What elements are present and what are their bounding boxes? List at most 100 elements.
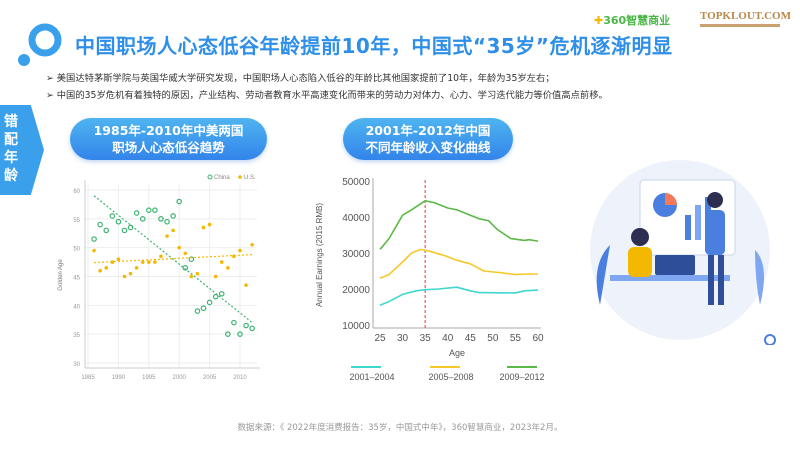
us-point: [171, 228, 175, 233]
page-title: 中国职场人心态低谷年龄提前10年，中国式“35岁”危机逐渐明显: [75, 34, 673, 58]
legend-label: U.S.: [244, 175, 256, 181]
china-point: [237, 331, 243, 337]
x-tick-label: 1990: [112, 375, 126, 381]
china-point: [133, 210, 140, 216]
us-point: [244, 283, 248, 287]
us-point: [92, 248, 96, 253]
us-point: [238, 248, 242, 253]
y-tick-label: 30000: [342, 249, 370, 260]
y-tick-label: 10000: [342, 321, 370, 332]
us-point: [195, 271, 200, 276]
office-illustration: [590, 160, 776, 345]
us-point: [110, 260, 115, 264]
y-tick-label: 40000: [342, 213, 370, 224]
y-tick-label: 50: [73, 247, 80, 253]
china-point: [127, 224, 134, 231]
us-point: [219, 260, 224, 264]
logo-topklout: TOPKLOUT.COM: [700, 10, 791, 22]
x-tick-label: 30: [397, 333, 409, 344]
x-tick-label: 40: [442, 333, 454, 344]
china-point: [158, 216, 164, 222]
china-point: [200, 305, 207, 312]
y-tick-label: 20000: [342, 285, 370, 296]
us-point: [122, 274, 127, 279]
us-point: [207, 222, 212, 227]
china-point: [194, 308, 201, 314]
us-point: [153, 260, 157, 264]
series-line-2005-2008: [379, 248, 539, 279]
chart1-title-pill: 1985年-2010年中美两国 职场人心态低谷趋势: [70, 118, 267, 160]
x-tick-label: 50: [487, 333, 499, 344]
china-point: [182, 265, 189, 271]
y-axis-label: Golden Age: [58, 259, 64, 291]
china-point: [231, 319, 237, 326]
series-line-2001-2004: [379, 286, 539, 306]
us-point: [226, 266, 230, 270]
x-tick-label: 1995: [142, 375, 156, 381]
us-point: [98, 268, 102, 273]
us-point: [140, 260, 145, 264]
x-tick-label: 25: [374, 333, 386, 344]
china-point: [249, 325, 255, 332]
logo-topklout-bar: [700, 24, 780, 27]
china-point: [103, 227, 110, 234]
us-point: [116, 257, 121, 262]
trendline-china: [93, 195, 253, 324]
us-point: [177, 245, 181, 250]
china-point: [97, 221, 103, 228]
us-point: [147, 260, 151, 264]
chart2-title-pill: 2001年-2012年中国 不同年龄收入变化曲线: [343, 118, 513, 160]
legend-marker-us: [238, 175, 242, 179]
china-point: [121, 227, 128, 234]
bullet-1: ➢ 美国达特茅斯学院与英国华威大学研究发现，中国职场人心态陷入低谷的年龄比其他国…: [46, 73, 555, 84]
x-tick-label: 55: [510, 333, 522, 344]
x-axis-label: Age: [449, 348, 465, 358]
legend-label: 2001–2004: [349, 372, 394, 382]
china-point: [206, 299, 213, 306]
china-point: [212, 293, 219, 300]
y-axis-label: Annual Earnings (2015 RMB): [315, 203, 324, 307]
us-point: [128, 271, 133, 276]
china-point: [146, 207, 152, 213]
y-tick-label: 45: [73, 276, 80, 282]
data-source-note: 数据来源：《 2022年度消费报告：35岁，中国式中年》，360智慧商业，202…: [237, 423, 563, 433]
us-point: [104, 266, 109, 270]
y-tick-label: 40: [73, 304, 80, 310]
legend-label: China: [214, 175, 230, 181]
china-point: [91, 236, 97, 242]
china-point: [152, 207, 158, 213]
china-point: [139, 216, 146, 222]
us-point: [134, 266, 139, 270]
x-tick-label: 35: [420, 333, 432, 344]
china-point: [218, 290, 225, 297]
china-point: [164, 218, 170, 225]
china-point: [225, 331, 231, 337]
series-line-2009-2012: [379, 200, 539, 250]
legend-label: 2009–2012: [499, 372, 544, 382]
china-point: [115, 218, 122, 225]
bullet-2: ➢ 中国的35岁危机有着独特的原因，产业结构、劳动者教育水平高速变化而带来的劳动…: [46, 90, 608, 101]
x-tick-label: 60: [532, 333, 544, 344]
brand-circles-icon: [18, 23, 62, 66]
legend-label: 2005–2008: [428, 372, 473, 382]
us-point: [250, 242, 254, 247]
us-point: [159, 254, 163, 259]
y-tick-label: 30: [73, 362, 80, 368]
logo-360: ✚360智慧商业: [594, 14, 671, 27]
legend-marker-china: [207, 174, 213, 180]
china-point: [170, 213, 176, 219]
x-tick-label: 45: [465, 333, 477, 344]
china-point: [109, 213, 116, 219]
x-tick-label: 2000: [173, 375, 187, 381]
x-tick-label: 2010: [233, 375, 247, 381]
y-tick-label: 55: [73, 218, 80, 224]
y-tick-label: 35: [73, 333, 80, 339]
y-tick-label: 50000: [342, 177, 370, 188]
us-point: [183, 251, 188, 256]
us-point: [201, 225, 206, 230]
us-point: [213, 274, 218, 279]
us-point: [165, 234, 169, 238]
y-tick-label: 60: [73, 189, 80, 195]
us-point: [232, 254, 236, 259]
